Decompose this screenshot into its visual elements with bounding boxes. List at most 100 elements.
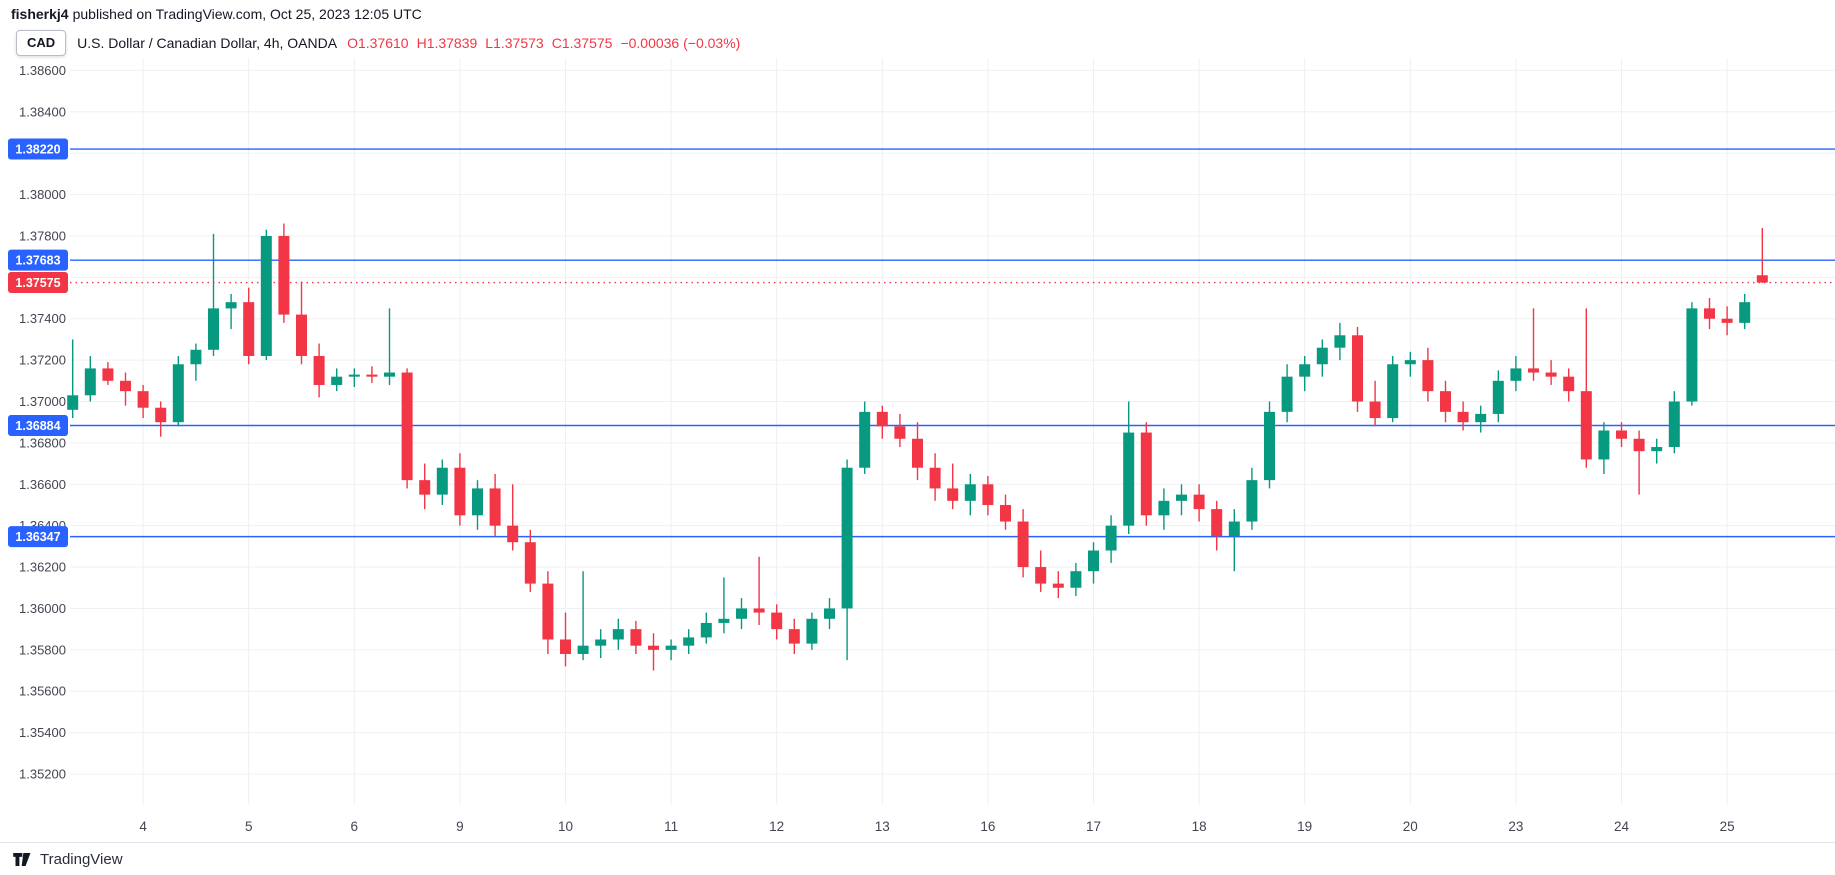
candle-body: [436, 467, 448, 495]
candle-body: [1528, 368, 1539, 373]
candle-body: [1052, 583, 1064, 588]
candle-body: [1668, 401, 1680, 448]
candle-body: [1000, 504, 1011, 522]
candle-body: [507, 525, 519, 543]
x-axis-label: 6: [351, 819, 359, 834]
tradingview-logo-icon[interactable]: [12, 852, 32, 866]
candle-body: [876, 411, 888, 427]
ohlc-readout: O1.37610 H1.37839 L1.37573 C1.37575 −0.0…: [347, 35, 740, 51]
candle-body: [648, 645, 659, 650]
symbol-title[interactable]: U.S. Dollar / Canadian Dollar, 4h, OANDA: [77, 34, 338, 51]
candle-body: [84, 368, 96, 396]
y-axis-label: 1.37000: [19, 394, 66, 409]
candle-body: [1616, 430, 1627, 439]
candle-body: [1352, 335, 1363, 402]
x-axis-label: 4: [139, 819, 147, 834]
published-line: fisherkj4 published on TradingView.com, O…: [11, 6, 422, 22]
candle-body: [489, 488, 501, 526]
candle-body: [1334, 335, 1346, 348]
candle-body: [841, 467, 853, 609]
candle-body: [700, 622, 712, 638]
candle-body: [912, 438, 923, 468]
candle-body: [1651, 447, 1663, 452]
candle-body: [736, 608, 747, 619]
candle-body: [296, 314, 307, 356]
candle-body: [120, 380, 131, 392]
candle-body: [1739, 302, 1751, 323]
candle-body: [859, 411, 871, 468]
x-axis-label: 16: [980, 819, 995, 834]
x-axis-label: 13: [875, 819, 890, 834]
candle-body: [595, 639, 607, 646]
candle-body: [1140, 432, 1152, 516]
x-axis-label: 23: [1508, 819, 1523, 834]
candle-body: [771, 612, 783, 630]
y-axis-label: 1.36000: [19, 601, 66, 616]
candle-body: [1404, 360, 1416, 365]
candle-body: [753, 608, 765, 613]
x-axis-label: 10: [558, 819, 573, 834]
candle-body: [1035, 567, 1047, 584]
candle-body: [137, 391, 149, 408]
candle-body: [1422, 360, 1434, 392]
candle-body: [348, 374, 360, 377]
open-value: O1.37610: [347, 34, 409, 51]
candle-body: [1228, 521, 1240, 537]
candle-body: [1017, 521, 1029, 568]
x-axis-label: 5: [245, 819, 253, 834]
candle-body: [102, 368, 114, 381]
username: fisherkj4: [11, 6, 69, 22]
candle-body: [894, 426, 906, 439]
x-axis-label: 25: [1720, 819, 1735, 834]
candle-body: [1387, 364, 1399, 419]
candle-body: [472, 488, 483, 516]
candle-body: [208, 308, 219, 350]
x-axis-label: 20: [1403, 819, 1418, 834]
x-axis-label: 11: [664, 819, 678, 834]
price-chip-text: 1.36347: [15, 530, 60, 544]
y-axis-label: 1.36600: [19, 477, 66, 492]
price-level-chip: [8, 138, 68, 160]
x-axis-label: 18: [1192, 819, 1207, 834]
price-chip-text: 1.36884: [15, 419, 60, 433]
candle-body: [542, 583, 554, 640]
candle-body: [1246, 480, 1258, 522]
candle-body: [1457, 411, 1469, 423]
candle-body: [313, 355, 325, 385]
price-level-chip: [8, 415, 68, 437]
x-axis-label: 9: [456, 819, 464, 834]
y-axis-label: 1.35200: [19, 766, 66, 781]
y-axis-label: 1.37400: [19, 311, 66, 326]
tradingview-brand[interactable]: TradingView: [40, 850, 123, 868]
candle-body: [260, 235, 272, 356]
candle-body: [1704, 308, 1715, 319]
price-level-chip: [8, 249, 68, 271]
candle-body: [1633, 438, 1645, 452]
x-axis-label: 12: [769, 819, 784, 834]
y-axis-label: 1.38400: [19, 104, 66, 119]
y-axis-label: 1.36800: [19, 435, 66, 450]
price-level-chip: [8, 526, 68, 548]
candle-body: [1281, 376, 1293, 412]
candle-body: [225, 302, 237, 309]
candle-body: [1545, 372, 1557, 377]
candle-body: [1686, 308, 1698, 402]
candle-body: [929, 467, 941, 489]
candle-body: [331, 376, 343, 385]
candle-body: [524, 542, 536, 584]
candle-body: [155, 407, 167, 423]
candle-body: [1193, 494, 1205, 510]
candle-body: [1440, 391, 1451, 412]
currency-badge[interactable]: CAD: [16, 29, 67, 56]
y-axis-label: 1.36200: [19, 560, 66, 575]
candle-body: [1721, 318, 1733, 323]
candle-body: [560, 639, 571, 654]
y-axis-label: 1.35800: [19, 642, 66, 657]
candle-body: [718, 618, 730, 623]
low-value: L1.37573: [485, 34, 544, 51]
y-axis-label: 1.35400: [19, 725, 66, 740]
candle-body: [1475, 413, 1487, 423]
candle-body: [1264, 411, 1275, 481]
candle-body: [1176, 494, 1187, 501]
